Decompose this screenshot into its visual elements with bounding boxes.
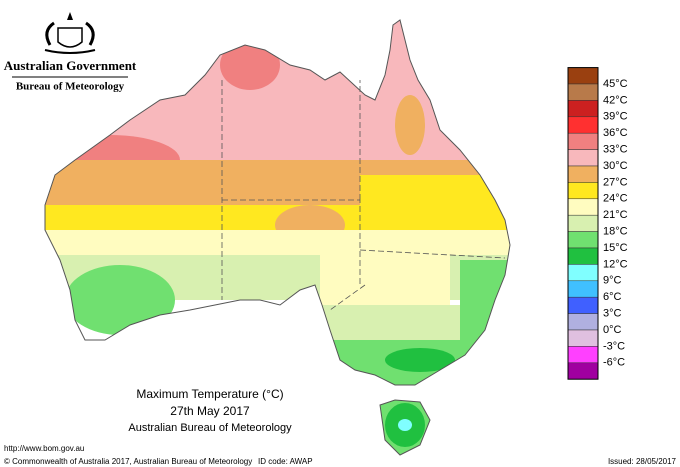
copyright: © Commonwealth of Australia 2017, Austra…	[4, 457, 252, 466]
legend-swatch	[567, 83, 599, 101]
legend: 45°C 42°C 39°C 36°C 33°C 30°C 27°C 24°C 21°C 18°C…	[567, 67, 628, 380]
legend-swatch	[567, 182, 599, 200]
legend-swatch	[567, 264, 599, 282]
legend-label: 6°C	[603, 291, 622, 303]
legend-swatch	[567, 67, 599, 85]
legend-swatch	[567, 346, 599, 364]
legend-swatch	[567, 116, 599, 134]
legend-frame	[567, 67, 599, 380]
legend-label: 39°C	[603, 111, 628, 123]
government-name: Australian Government	[4, 58, 137, 73]
bureau-name: Bureau of Meteorology	[16, 81, 125, 93]
legend-label: 0°C	[603, 324, 622, 336]
map-title: Maximum Temperature (°C)	[136, 387, 283, 401]
legend-label: 33°C	[603, 144, 628, 156]
legend-label: 27°C	[603, 176, 628, 188]
legend-swatch	[567, 132, 599, 150]
legend-label: 18°C	[603, 226, 628, 238]
legend-label: 15°C	[603, 242, 628, 254]
crest	[44, 12, 96, 54]
legend-swatch	[567, 313, 599, 331]
legend-label: 30°C	[603, 160, 628, 172]
legend-label: -3°C	[603, 340, 625, 352]
state-borders	[221, 80, 506, 311]
legend-swatch	[567, 247, 599, 265]
legend-swatch	[567, 165, 599, 183]
url: http://www.bom.gov.au	[4, 444, 84, 453]
legend-swatch	[567, 100, 599, 118]
coastline	[44, 19, 511, 456]
map-source: Australian Bureau of Meteorology	[128, 422, 292, 434]
legend-label: 24°C	[603, 193, 628, 205]
legend-swatch	[567, 198, 599, 216]
map-date: 27th May 2017	[170, 404, 250, 418]
legend-swatch	[567, 149, 599, 167]
legend-swatch	[567, 329, 599, 347]
legend-swatch	[567, 362, 599, 380]
issued-date: Issued: 28/05/2017	[608, 457, 677, 466]
legend-swatch	[567, 280, 599, 298]
id-code: ID code: AWAP	[258, 457, 313, 466]
legend-swatch	[567, 296, 599, 314]
legend-label: 3°C	[603, 308, 622, 320]
legend-label: 45°C	[603, 78, 628, 90]
legend-label: 9°C	[603, 275, 622, 287]
legend-label: 36°C	[603, 127, 628, 139]
legend-label: 12°C	[603, 258, 628, 270]
legend-swatch	[567, 214, 599, 232]
legend-label: 21°C	[603, 209, 628, 221]
legend-label: 42°C	[603, 94, 628, 106]
legend-label: -6°C	[603, 357, 625, 369]
legend-swatch	[567, 231, 599, 249]
